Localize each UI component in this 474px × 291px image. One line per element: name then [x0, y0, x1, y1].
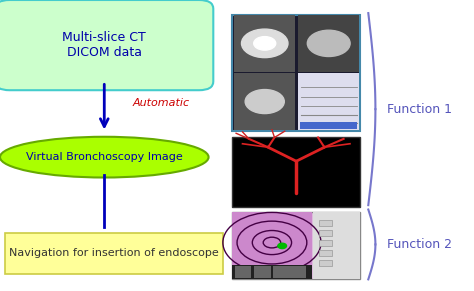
FancyBboxPatch shape [232, 15, 360, 131]
FancyBboxPatch shape [232, 265, 311, 279]
FancyBboxPatch shape [319, 240, 332, 246]
FancyBboxPatch shape [298, 73, 359, 130]
Text: Navigation for insertion of endoscope: Navigation for insertion of endoscope [9, 248, 219, 258]
Text: Function 1: Function 1 [387, 103, 452, 116]
FancyBboxPatch shape [232, 212, 311, 279]
Text: Multi-slice CT
DICOM data: Multi-slice CT DICOM data [63, 31, 146, 59]
Circle shape [307, 30, 350, 56]
Circle shape [245, 90, 284, 113]
FancyBboxPatch shape [319, 230, 332, 236]
FancyBboxPatch shape [273, 266, 290, 278]
Circle shape [254, 37, 276, 50]
FancyBboxPatch shape [319, 250, 332, 256]
FancyBboxPatch shape [313, 212, 360, 279]
FancyBboxPatch shape [232, 137, 360, 207]
FancyBboxPatch shape [5, 233, 223, 274]
Circle shape [241, 29, 288, 58]
FancyBboxPatch shape [298, 15, 359, 72]
Text: Virtual Bronchoscopy Image: Virtual Bronchoscopy Image [26, 152, 182, 162]
FancyBboxPatch shape [254, 266, 271, 278]
FancyBboxPatch shape [300, 122, 357, 129]
FancyBboxPatch shape [235, 266, 251, 278]
FancyBboxPatch shape [0, 0, 213, 90]
Circle shape [278, 243, 286, 249]
FancyBboxPatch shape [319, 220, 332, 226]
FancyBboxPatch shape [234, 15, 295, 72]
Text: Automatic: Automatic [133, 98, 190, 108]
FancyBboxPatch shape [290, 266, 307, 278]
FancyBboxPatch shape [319, 260, 332, 266]
FancyBboxPatch shape [232, 212, 360, 279]
Text: Function 2: Function 2 [387, 238, 452, 251]
FancyBboxPatch shape [234, 73, 295, 130]
Ellipse shape [0, 137, 209, 178]
